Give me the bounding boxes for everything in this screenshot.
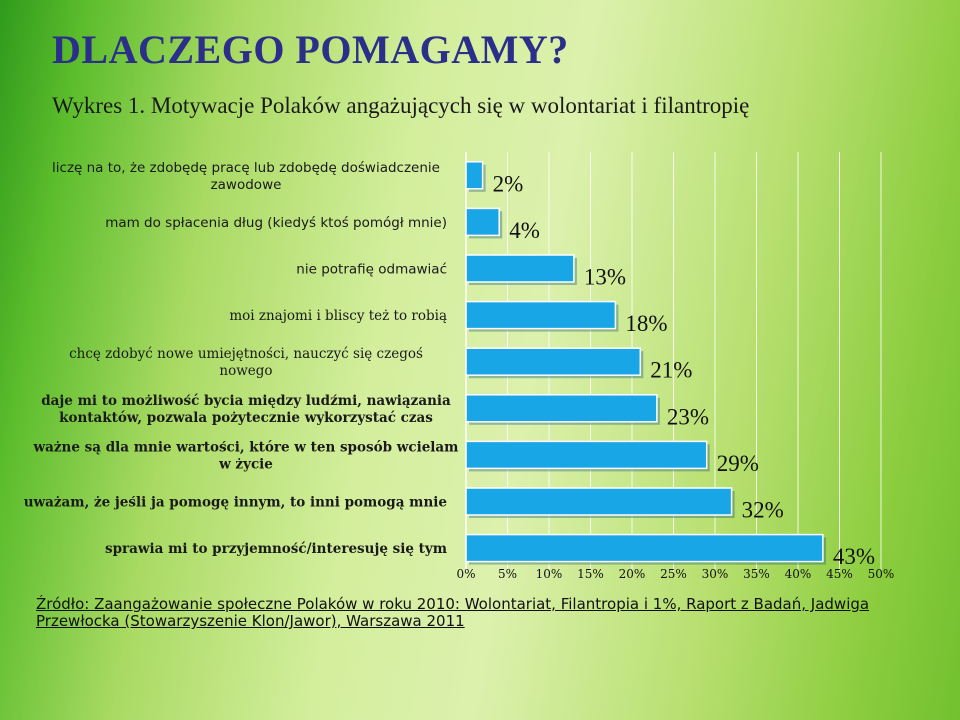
slide-title: DLACZEGO POMAGAMY?	[52, 27, 569, 72]
category-label: uważam, że jeśli ja pomogę innym, to inn…	[24, 495, 447, 511]
value-labels: 2% 4% 13% 18% 21% 23% 29% 32% 43%	[493, 171, 875, 569]
category-label: ważne są dla mnie wartości, które w ten …	[33, 439, 459, 455]
value-label: 4%	[509, 218, 540, 243]
value-label: 13%	[584, 265, 626, 290]
x-tick-label: 30%	[702, 567, 729, 581]
category-label: kontaktów, pozwala pożytecznie wykorzyst…	[59, 410, 433, 426]
bar	[465, 487, 733, 516]
value-label: 43%	[833, 544, 875, 569]
bar	[465, 300, 617, 330]
bar	[465, 347, 642, 376]
category-label: chcę zdobyć nowe umiejętności, nauczyć s…	[69, 346, 423, 362]
category-label: zawodowe	[211, 177, 282, 193]
value-label: 29%	[717, 451, 759, 476]
value-label: 18%	[625, 311, 667, 336]
category-label: moi znajomi i bliscy też to robią	[229, 308, 447, 324]
value-label: 23%	[667, 404, 709, 429]
bar	[465, 254, 575, 283]
bar-chart: liczę na to, że zdobędę pracę lub zdobęd…	[23, 159, 895, 581]
x-axis-ticks: 0% 5% 10% 15% 20% 25% 30% 35% 40% 45% 50%	[456, 567, 894, 581]
category-label: daje mi to możliwość bycia między ludźmi…	[41, 393, 451, 409]
chart-title: Wykres 1. Motywacje Polaków angażujących…	[52, 93, 750, 118]
x-tick-label: 20%	[619, 567, 646, 581]
bar	[465, 440, 708, 470]
category-label: liczę na to, że zdobędę pracę lub zdobęd…	[52, 160, 440, 176]
value-label: 32%	[742, 498, 784, 523]
value-label: 21%	[650, 358, 692, 383]
category-label: mam do spłacenia dług (kiedyś ktoś pomóg…	[105, 215, 447, 231]
x-tick-label: 35%	[743, 567, 770, 581]
bar	[465, 161, 484, 190]
x-tick-label: 50%	[868, 567, 895, 581]
x-tick-label: 0%	[456, 567, 475, 581]
category-label: nowego	[219, 363, 272, 379]
x-tick-label: 45%	[826, 567, 853, 581]
x-tick-label: 10%	[536, 567, 563, 581]
source-note: Źródło: Zaangażowanie społeczne Polaków …	[36, 595, 870, 630]
bars	[465, 161, 826, 565]
value-label: 2%	[493, 171, 524, 196]
bar	[465, 207, 500, 237]
bar	[465, 533, 824, 563]
category-label: sprawia mi to przyjemność/interesuję się…	[105, 541, 447, 557]
x-tick-label: 40%	[785, 567, 812, 581]
category-labels: liczę na to, że zdobędę pracę lub zdobęd…	[24, 160, 459, 557]
x-tick-label: 15%	[577, 567, 604, 581]
category-label: nie potrafię odmawiać	[296, 262, 447, 278]
x-tick-label: 25%	[660, 567, 687, 581]
x-tick-label: 5%	[498, 567, 517, 581]
category-label: w życie	[218, 456, 273, 472]
bar	[465, 394, 658, 423]
